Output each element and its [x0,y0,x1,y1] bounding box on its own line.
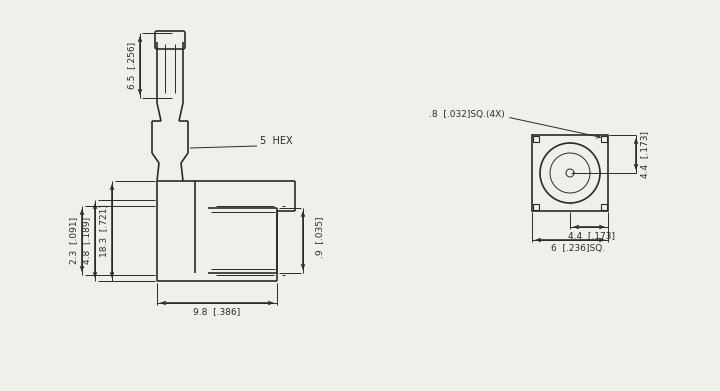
Text: 2.3  [.091]: 2.3 [.091] [69,217,78,264]
Bar [532,135,608,211]
Text: 6  [.236]SQ.: 6 [.236]SQ. [551,244,605,253]
Bar [601,136,607,142]
Bar [601,204,607,210]
Text: 5  HEX: 5 HEX [260,136,292,146]
Bar [533,136,539,142]
Text: .8  [.032]SQ.(4X): .8 [.032]SQ.(4X) [429,111,505,120]
Text: .9  [.035]: .9 [.035] [315,217,324,258]
Text: 4.4  [.173]: 4.4 [.173] [569,231,616,240]
Text: 18.3  [.721]: 18.3 [.721] [99,204,108,257]
Text: 9.8  [.386]: 9.8 [.386] [194,307,240,316]
Bar [533,204,539,210]
Text: 4.8  [.189]: 4.8 [.189] [82,217,91,264]
Text: 4.4  [.173]: 4.4 [.173] [640,131,649,178]
Text: 6.5  [.256]: 6.5 [.256] [127,42,136,89]
